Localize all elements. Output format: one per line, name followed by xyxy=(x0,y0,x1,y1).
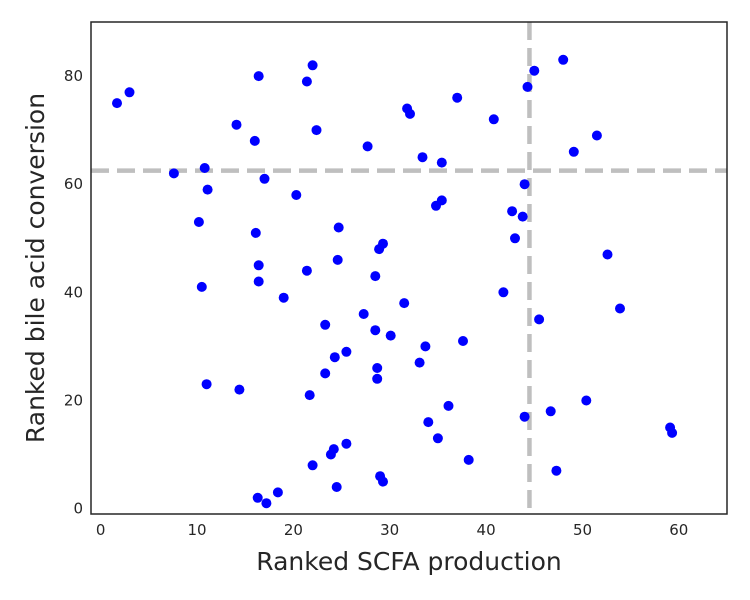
data-point xyxy=(488,114,499,125)
data-point xyxy=(196,281,207,292)
data-point xyxy=(372,363,383,373)
y-tick-label: 0 xyxy=(73,500,83,518)
data-point xyxy=(362,141,373,152)
x-tick-label: 40 xyxy=(477,521,496,539)
data-point xyxy=(259,173,270,184)
data-point xyxy=(250,227,261,238)
x-tick-label: 50 xyxy=(573,521,592,539)
data-point xyxy=(272,487,283,498)
data-point xyxy=(423,417,434,428)
data-point xyxy=(301,76,312,87)
data-point xyxy=(551,465,562,476)
data-point xyxy=(615,303,625,314)
data-point xyxy=(558,54,569,65)
x-axis-label: Ranked SCFA production xyxy=(256,547,561,576)
data-point xyxy=(253,276,264,287)
data-point xyxy=(399,298,410,309)
data-point xyxy=(253,260,264,271)
data-point xyxy=(568,146,579,157)
x-axis-ticks: 0 10 20 30 40 50 60 xyxy=(96,521,689,539)
data-point xyxy=(199,163,210,173)
data-point xyxy=(591,130,602,141)
data-point xyxy=(405,108,415,119)
data-point xyxy=(193,217,204,227)
data-point xyxy=(320,319,331,330)
data-point xyxy=(341,438,352,449)
data-point xyxy=(529,65,540,76)
data-point xyxy=(261,498,272,509)
data-point xyxy=(385,330,396,341)
data-point xyxy=(436,195,447,206)
data-point xyxy=(234,384,245,395)
plot-frame xyxy=(90,21,728,515)
y-tick-label: 60 xyxy=(64,175,83,193)
data-point xyxy=(517,211,528,222)
data-point xyxy=(168,168,179,179)
data-point xyxy=(602,249,613,260)
data-point xyxy=(519,411,530,422)
data-point xyxy=(341,346,352,357)
data-point xyxy=(452,92,463,103)
data-point xyxy=(581,395,592,406)
data-point xyxy=(432,433,443,444)
data-point xyxy=(378,476,388,487)
data-point xyxy=(291,190,302,200)
data-point xyxy=(414,357,425,368)
data-point xyxy=(307,460,318,471)
data-point xyxy=(333,222,344,233)
data-point xyxy=(332,254,343,265)
data-points xyxy=(112,54,678,509)
data-point xyxy=(458,336,468,346)
reference-lines xyxy=(91,22,727,514)
data-point xyxy=(124,87,135,98)
data-point xyxy=(320,368,331,379)
data-point xyxy=(252,492,263,503)
data-point xyxy=(253,71,264,82)
data-point xyxy=(436,157,447,168)
data-point xyxy=(443,400,454,411)
data-point xyxy=(202,184,213,195)
plot-background xyxy=(91,22,727,514)
data-point xyxy=(519,179,530,190)
data-point xyxy=(378,238,388,249)
data-point xyxy=(510,233,520,244)
y-tick-label: 80 xyxy=(64,67,83,85)
y-axis-ticks: 0 20 40 60 80 xyxy=(64,67,83,517)
data-point xyxy=(534,314,545,325)
data-point xyxy=(545,406,556,417)
data-point xyxy=(311,125,322,136)
x-tick-label: 10 xyxy=(187,521,206,539)
data-point xyxy=(304,390,315,401)
y-tick-label: 40 xyxy=(64,283,83,301)
x-tick-label: 30 xyxy=(380,521,399,539)
data-point xyxy=(307,60,318,71)
data-point xyxy=(278,292,289,303)
data-point xyxy=(358,309,369,319)
data-point xyxy=(370,271,381,282)
data-point xyxy=(329,352,340,363)
data-point xyxy=(417,152,428,163)
x-tick-label: 0 xyxy=(96,521,106,539)
data-point xyxy=(112,98,122,109)
y-tick-label: 20 xyxy=(64,392,83,410)
data-point xyxy=(372,373,383,384)
data-point xyxy=(420,341,431,352)
data-point xyxy=(463,454,474,465)
data-point xyxy=(201,379,212,390)
data-point xyxy=(667,427,678,438)
data-point xyxy=(231,119,242,130)
data-point xyxy=(522,81,533,92)
x-tick-label: 60 xyxy=(669,521,688,539)
data-point xyxy=(249,135,260,146)
data-point xyxy=(507,206,518,217)
x-tick-label: 20 xyxy=(284,521,303,539)
data-point xyxy=(301,265,312,276)
data-point xyxy=(331,482,342,492)
y-axis-label: Ranked bile acid conversion xyxy=(21,93,50,443)
data-point xyxy=(328,444,339,455)
data-point xyxy=(498,287,509,298)
data-point xyxy=(370,325,381,336)
